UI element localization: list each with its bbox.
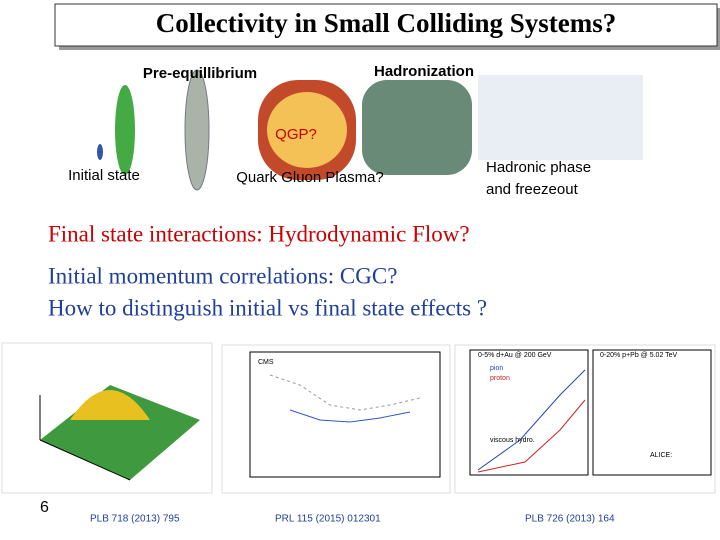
initial-nucleus <box>97 144 103 160</box>
figure-v2 <box>221 344 451 494</box>
plot-axes <box>249 351 441 478</box>
ridge-axes <box>39 395 131 481</box>
figure-caption: PLB 726 (2013) 164 <box>525 514 615 525</box>
figure-pid <box>454 344 716 494</box>
title: Collectivity in Small Colliding Systems? <box>156 8 617 38</box>
bullet: Initial momentum correlations: CGC? <box>48 263 397 288</box>
ridge-peak <box>70 390 150 420</box>
pre-eq-nucleus <box>115 85 135 175</box>
v2-points <box>289 409 411 423</box>
figure-text: CMS <box>258 359 274 366</box>
qgp-core <box>267 92 347 168</box>
title-box <box>54 3 718 47</box>
figure-caption: PRL 115 (2015) 012301 <box>275 514 381 525</box>
plot-axes <box>469 349 589 476</box>
diagram-label: Hadronic phase <box>486 159 591 176</box>
diagram-label: Quark Gluon Plasma? <box>236 169 384 186</box>
qgp-label: QGP? <box>275 126 317 143</box>
page-number: 6 <box>40 499 49 516</box>
figure-text: ALICE: <box>650 452 672 459</box>
diagram-label: Initial state <box>68 167 140 184</box>
stage-label: Pre-equillibrium <box>143 65 257 82</box>
figure-text: 0-20% p+Pb @ 5.02 TeV <box>600 352 678 359</box>
bullet: Final state interactions: Hydrodynamic F… <box>48 221 470 246</box>
figure-frame <box>221 344 451 494</box>
figure-text: viscous hydro. <box>490 437 535 444</box>
bullet: How to distinguish initial vs final stat… <box>48 295 487 320</box>
collision-diagram <box>97 69 643 191</box>
figure-text: proton <box>490 375 510 382</box>
figure-text: 0-5% d+Au @ 200 GeV <box>478 352 552 359</box>
pion-curve <box>477 369 586 471</box>
v2-points <box>269 374 421 411</box>
hadron-gas <box>478 75 643 160</box>
hadronization-blob <box>362 80 472 175</box>
stage-label: Hadronization <box>374 63 474 80</box>
glasma-tube <box>184 69 210 191</box>
figure-frame <box>454 344 716 494</box>
figure-caption: PLB 718 (2013) 795 <box>90 514 180 525</box>
proton-curve <box>477 399 586 473</box>
diagram-label: and freezeout <box>486 181 579 198</box>
figure-text: pion <box>490 365 503 372</box>
figure-ridge <box>1 342 213 494</box>
plot-axes <box>592 349 712 476</box>
